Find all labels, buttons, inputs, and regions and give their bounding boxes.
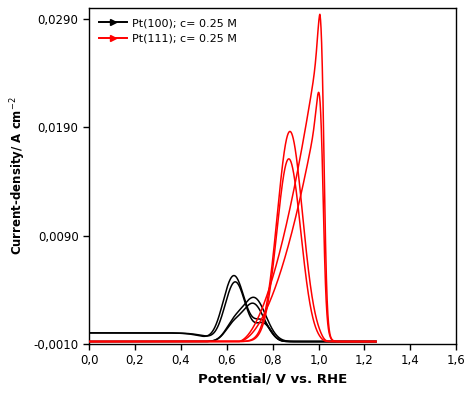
- Y-axis label: Current-density/ A cm$^{-2}$: Current-density/ A cm$^{-2}$: [9, 97, 28, 255]
- X-axis label: Potential/ V vs. RHE: Potential/ V vs. RHE: [198, 373, 347, 386]
- Legend: Pt(100); c= 0.25 M, Pt(111); c= 0.25 M: Pt(100); c= 0.25 M, Pt(111); c= 0.25 M: [95, 14, 242, 48]
